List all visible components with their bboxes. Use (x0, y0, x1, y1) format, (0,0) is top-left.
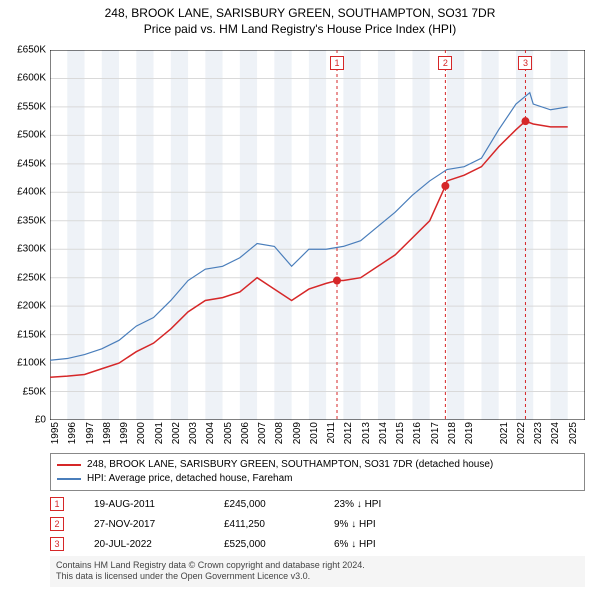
y-axis: £0£50K£100K£150K£200K£250K£300K£350K£400… (0, 50, 50, 420)
event-marker-1: 1 (330, 56, 344, 70)
x-tick-label: 2024 (550, 422, 561, 444)
y-tick-label: £400K (17, 187, 46, 198)
event-marker-badge: 3 (50, 537, 64, 551)
y-tick-label: £450K (17, 158, 46, 169)
x-tick-label: 2012 (343, 422, 354, 444)
legend-row-property: 248, BROOK LANE, SARISBURY GREEN, SOUTHA… (57, 458, 578, 472)
event-price: £245,000 (224, 499, 304, 510)
x-tick-label: 2022 (516, 422, 527, 444)
x-tick-label: 2016 (412, 422, 423, 444)
event-price: £411,250 (224, 519, 304, 530)
chart-title: 248, BROOK LANE, SARISBURY GREEN, SOUTHA… (0, 0, 600, 37)
y-tick-label: £350K (17, 215, 46, 226)
x-tick-label: 2010 (309, 422, 320, 444)
plot-svg (50, 50, 585, 420)
chart-container: 248, BROOK LANE, SARISBURY GREEN, SOUTHA… (0, 0, 600, 590)
event-row: 3 20-JUL-2022 £525,000 6% ↓ HPI (50, 534, 585, 554)
y-tick-label: £250K (17, 272, 46, 283)
plot-area: 1 2 3 (50, 50, 585, 420)
title-subtitle: Price paid vs. HM Land Registry's House … (0, 22, 600, 38)
x-tick-label: 2023 (533, 422, 544, 444)
events-list: 1 19-AUG-2011 £245,000 23% ↓ HPI 2 27-NOV-201… (50, 494, 585, 554)
legend: 248, BROOK LANE, SARISBURY GREEN, SOUTHA… (50, 453, 585, 491)
x-tick-label: 1996 (67, 422, 78, 444)
x-tick-label: 2008 (274, 422, 285, 444)
x-tick-label: 2000 (136, 422, 147, 444)
event-date: 20-JUL-2022 (94, 539, 194, 550)
x-tick-label: 2001 (154, 422, 165, 444)
y-tick-label: £550K (17, 101, 46, 112)
x-tick-label: 2011 (326, 422, 337, 444)
event-diff: 9% ↓ HPI (334, 519, 434, 530)
event-date: 27-NOV-2017 (94, 519, 194, 530)
y-tick-label: £500K (17, 130, 46, 141)
event-price: £525,000 (224, 539, 304, 550)
y-tick-label: £100K (17, 358, 46, 369)
x-tick-label: 2019 (464, 422, 475, 444)
legend-label-property: 248, BROOK LANE, SARISBURY GREEN, SOUTHA… (87, 458, 493, 472)
x-tick-label: 2021 (499, 422, 510, 444)
event-date: 19-AUG-2011 (94, 499, 194, 510)
x-tick-label: 1999 (119, 422, 130, 444)
x-tick-label: 2025 (568, 422, 579, 444)
legend-swatch-property (57, 464, 81, 466)
event-diff: 6% ↓ HPI (334, 539, 434, 550)
x-tick-label: 1995 (50, 422, 61, 444)
footer-line2: This data is licensed under the Open Gov… (56, 571, 579, 583)
event-marker-badge: 1 (50, 497, 64, 511)
x-tick-label: 2013 (361, 422, 372, 444)
event-diff: 23% ↓ HPI (334, 499, 434, 510)
x-tick-label: 2007 (257, 422, 268, 444)
footer: Contains HM Land Registry data © Crown c… (50, 556, 585, 587)
legend-row-hpi: HPI: Average price, detached house, Fare… (57, 472, 578, 486)
y-tick-label: £0 (35, 415, 46, 426)
x-tick-label: 2018 (447, 422, 458, 444)
legend-swatch-hpi (57, 478, 81, 480)
x-tick-label: 2017 (430, 422, 441, 444)
title-address: 248, BROOK LANE, SARISBURY GREEN, SOUTHA… (0, 6, 600, 22)
event-marker-3: 3 (518, 56, 532, 70)
footer-line1: Contains HM Land Registry data © Crown c… (56, 560, 579, 572)
y-tick-label: £200K (17, 301, 46, 312)
y-tick-label: £600K (17, 73, 46, 84)
event-marker-badge: 2 (50, 517, 64, 531)
x-tick-label: 1998 (102, 422, 113, 444)
y-tick-label: £150K (17, 329, 46, 340)
x-tick-label: 2004 (205, 422, 216, 444)
x-tick-label: 1997 (85, 422, 96, 444)
event-row: 2 27-NOV-2017 £411,250 9% ↓ HPI (50, 514, 585, 534)
x-tick-label: 2015 (395, 422, 406, 444)
event-marker-2: 2 (438, 56, 452, 70)
x-tick-label: 2006 (240, 422, 251, 444)
x-tick-label: 2003 (188, 422, 199, 444)
legend-label-hpi: HPI: Average price, detached house, Fare… (87, 472, 293, 486)
event-row: 1 19-AUG-2011 £245,000 23% ↓ HPI (50, 494, 585, 514)
y-tick-label: £650K (17, 45, 46, 56)
x-tick-label: 2005 (223, 422, 234, 444)
x-tick-label: 2009 (292, 422, 303, 444)
x-tick-label: 2014 (378, 422, 389, 444)
y-tick-label: £50K (23, 386, 46, 397)
y-tick-label: £300K (17, 244, 46, 255)
x-tick-label: 2002 (171, 422, 182, 444)
